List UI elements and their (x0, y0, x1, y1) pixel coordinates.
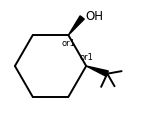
Text: or1: or1 (80, 53, 93, 62)
Text: or1: or1 (62, 39, 76, 48)
Polygon shape (68, 16, 84, 35)
Text: OH: OH (86, 10, 104, 23)
Polygon shape (86, 66, 108, 76)
